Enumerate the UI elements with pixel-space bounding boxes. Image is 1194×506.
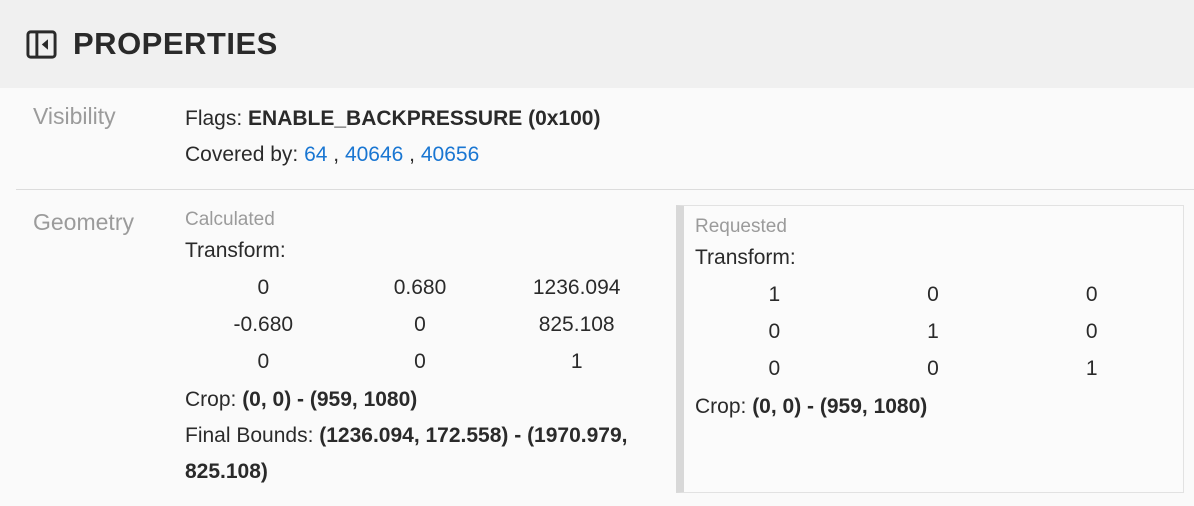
- requested-title: Requested: [695, 216, 787, 237]
- flags-value: ENABLE_BACKPRESSURE (0x100): [248, 107, 601, 130]
- matrix-cell: 0: [927, 357, 939, 380]
- matrix-cell: 0: [1085, 283, 1098, 306]
- matrix-cell: 0: [414, 350, 426, 373]
- matrix-cell: 0: [257, 350, 270, 373]
- geometry-content: Calculated Transform: 0 0.680 1236.094 -…: [185, 190, 1194, 493]
- matrix-cell: 1236.094: [532, 276, 621, 299]
- matrix-cell: -0.680: [233, 313, 294, 336]
- visibility-content: Flags: ENABLE_BACKPRESSURE (0x100) Cover…: [185, 101, 1194, 173]
- final-bounds-line: Final Bounds: (1236.094, 172.558) - (197…: [185, 418, 655, 490]
- covered-by-link-64[interactable]: 64: [304, 143, 328, 166]
- visibility-section: Visibility Flags: ENABLE_BACKPRESSURE (0…: [0, 88, 1194, 173]
- matrix-cell: 0: [768, 357, 781, 380]
- flags-key: Flags:: [185, 107, 249, 130]
- calculated-group: Calculated Transform: 0 0.680 1236.094 -…: [185, 190, 676, 490]
- matrix-cell: 0: [927, 283, 939, 306]
- matrix-cell: 825.108: [538, 313, 615, 336]
- final-bounds-value: (1236.094, 172.558) - (1970.979, 825.108…: [185, 424, 628, 483]
- matrix-cell: 1: [927, 320, 939, 343]
- calculated-transform-matrix: 0 0.680 1236.094 -0.680 0 825.108 0 0 1: [185, 269, 655, 380]
- requested-group: Requested Transform: 1 0 0 0 1 0 0 0 1 C…: [676, 205, 1184, 493]
- geometry-label: Geometry: [33, 209, 134, 235]
- matrix-cell: 0.680: [393, 276, 447, 299]
- covered-by-separator: ,: [403, 143, 421, 166]
- matrix-cell: 0: [1085, 320, 1098, 343]
- properties-panel: PROPERTIES Visibility Flags: ENABLE_BACK…: [0, 0, 1194, 493]
- matrix-cell: 0: [257, 276, 270, 299]
- calculated-title: Calculated: [185, 209, 275, 230]
- matrix-cell: 1: [570, 350, 583, 373]
- geometry-section: Geometry Calculated Transform: 0 0.680 1…: [0, 190, 1194, 493]
- covered-by-key: Covered by:: [185, 143, 305, 166]
- visibility-label: Visibility: [33, 103, 116, 129]
- section-divider: [16, 189, 1194, 190]
- crop-key: Crop:: [695, 395, 753, 418]
- crop-value: (0, 0) - (959, 1080): [242, 388, 418, 411]
- calculated-crop-line: Crop: (0, 0) - (959, 1080): [185, 382, 655, 418]
- properties-header: PROPERTIES: [0, 0, 1194, 88]
- covered-by-link-40656[interactable]: 40656: [420, 143, 480, 166]
- requested-transform-matrix: 1 0 0 0 1 0 0 0 1: [695, 276, 1171, 387]
- matrix-cell: 1: [1085, 357, 1098, 380]
- matrix-cell: 0: [414, 313, 426, 336]
- collapse-panel-button[interactable]: [22, 25, 60, 63]
- final-bounds-key: Final Bounds:: [185, 424, 320, 447]
- covered-by-line: Covered by: 64 , 40646 , 40656: [185, 137, 1194, 173]
- flags-line: Flags: ENABLE_BACKPRESSURE (0x100): [185, 101, 1194, 137]
- covered-by-separator: ,: [327, 143, 345, 166]
- crop-key: Crop:: [185, 388, 243, 411]
- requested-transform-label: Transform:: [695, 246, 796, 269]
- matrix-cell: 0: [768, 320, 781, 343]
- left-panel-close-icon: [25, 29, 57, 59]
- matrix-cell: 1: [768, 283, 781, 306]
- crop-value: (0, 0) - (959, 1080): [752, 395, 928, 418]
- panel-title: PROPERTIES: [73, 26, 278, 61]
- covered-by-link-40646[interactable]: 40646: [344, 143, 404, 166]
- calculated-transform-label: Transform:: [185, 239, 286, 262]
- requested-crop-line: Crop: (0, 0) - (959, 1080): [695, 389, 1171, 425]
